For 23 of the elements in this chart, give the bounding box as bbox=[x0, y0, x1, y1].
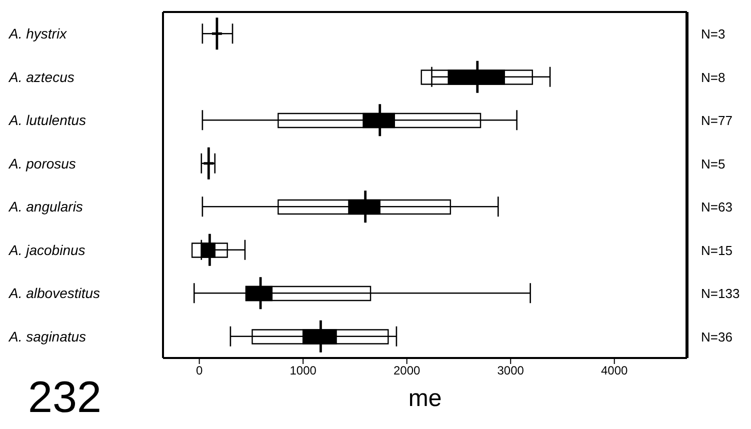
text: N=77 bbox=[701, 113, 732, 128]
text: N=63 bbox=[701, 200, 732, 215]
y-tick-label: A. hystrix bbox=[8, 26, 68, 42]
x-axis-title: me bbox=[408, 385, 442, 412]
y-tick-label: A. lutulentus bbox=[8, 112, 86, 128]
text: N=5 bbox=[701, 156, 726, 172]
y-tick-label: A. saginatus bbox=[8, 328, 86, 344]
x-tick-label: 0 bbox=[196, 364, 203, 378]
y-tick-label: A. aztecus bbox=[8, 68, 74, 85]
x-tick-label: 4000 bbox=[601, 364, 628, 378]
text: N=3 bbox=[701, 26, 726, 42]
text: N=15 bbox=[701, 242, 732, 258]
x-tick-label: 1000 bbox=[290, 364, 317, 378]
text: N=8 bbox=[701, 70, 726, 85]
text: 232 bbox=[28, 373, 102, 423]
y-tick-label: A. porosus bbox=[8, 155, 76, 172]
x-tick-label: 2000 bbox=[393, 364, 421, 378]
text: N=133 bbox=[701, 286, 740, 302]
y-tick-label: A. angularis bbox=[8, 198, 83, 215]
x-tick-label: 3000 bbox=[497, 364, 524, 378]
y-tick-label: A. jacobinus bbox=[8, 242, 86, 258]
y-tick-label: A. albovestitus bbox=[8, 285, 100, 302]
text: N=36 bbox=[701, 329, 732, 344]
